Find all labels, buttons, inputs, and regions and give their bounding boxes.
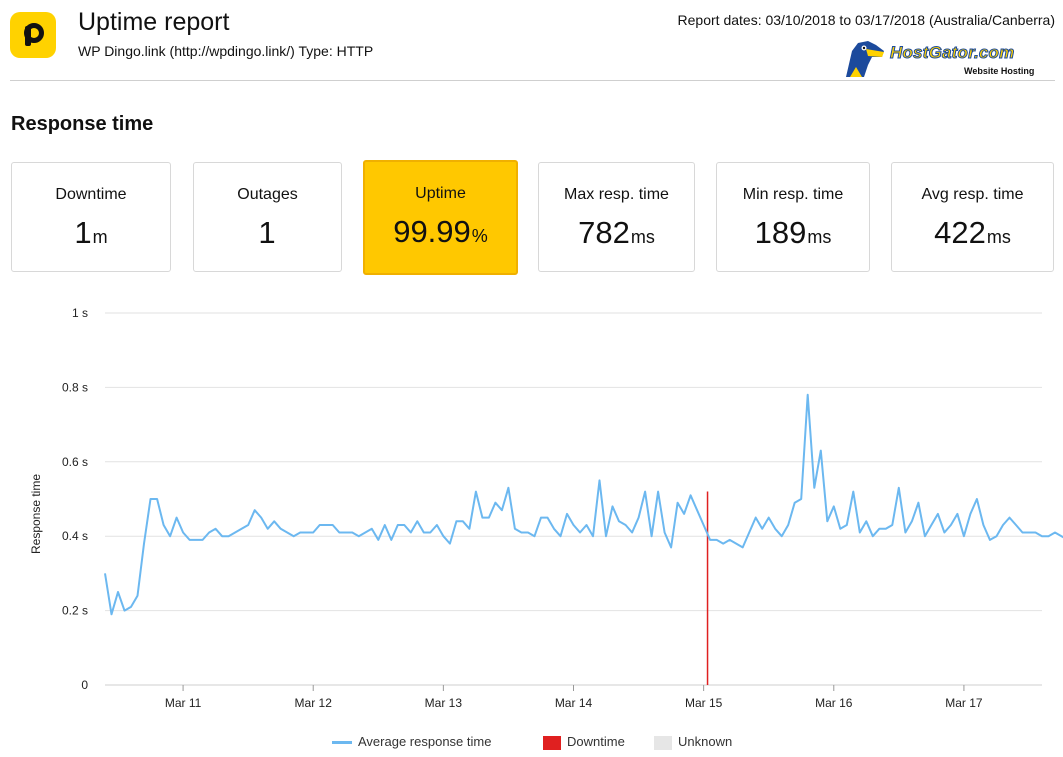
x-tick-label: Mar 11	[165, 696, 202, 710]
legend-label: Unknown	[678, 734, 733, 749]
page-title: Uptime report	[78, 8, 230, 36]
stat-label: Avg resp. time	[921, 186, 1024, 203]
legend-downtime[interactable]: Downtime	[543, 734, 625, 750]
stat-unit: ms	[630, 227, 655, 247]
x-axis-ticks: Mar 11 Mar 12 Mar 13 Mar 14 Mar 15 Mar 16 Mar …	[165, 685, 983, 710]
legend-unknown-swatch	[654, 735, 672, 750]
stat-label: Outages	[237, 186, 298, 203]
x-tick-label: Mar 16	[815, 696, 853, 710]
stat-label: Max resp. time	[564, 186, 669, 203]
section-title: Response time	[11, 113, 154, 135]
stat-card-outages: Outages 1	[193, 162, 342, 272]
gator-mascot-icon	[846, 41, 884, 77]
stat-number: 189	[754, 215, 807, 250]
stat-number: 1	[74, 215, 92, 250]
stat-card-uptime: Uptime 99.99%	[363, 160, 518, 275]
hostgator-logo: HostGator.com Website Hosting	[842, 37, 1042, 81]
stat-value: 189ms	[717, 215, 869, 251]
stat-card-min-resp-time: Min resp. time 189ms	[716, 162, 870, 272]
stat-label: Downtime	[55, 186, 127, 203]
y-tick-label: 0.6 s	[62, 455, 88, 469]
monitor-subtitle: WP Dingo.link (http://wpdingo.link/) Typ…	[78, 43, 374, 59]
legend-label: Downtime	[567, 734, 625, 749]
y-tick-label: 1 s	[72, 306, 88, 320]
stat-label: Uptime	[415, 185, 466, 202]
stat-unit: ms	[986, 227, 1011, 247]
legend-label: Average response time	[358, 734, 492, 749]
stat-unit: ms	[807, 227, 832, 247]
legend-unknown[interactable]: Unknown	[654, 734, 732, 750]
y-tick-label: 0.8 s	[62, 380, 88, 394]
stat-card-downtime: Downtime 1m	[11, 162, 171, 272]
legend-average-response-time[interactable]: Average response time	[332, 734, 491, 749]
p-logo-icon	[24, 23, 44, 46]
stat-value: 422ms	[892, 215, 1053, 251]
y-axis-label: Response time	[29, 474, 43, 554]
x-tick-label: Mar 14	[555, 696, 593, 710]
stat-card-avg-resp-time: Avg resp. time 422ms	[891, 162, 1054, 272]
stat-value: 99.99%	[365, 214, 516, 250]
x-tick-label: Mar 15	[685, 696, 723, 710]
x-tick-label: Mar 12	[295, 696, 333, 710]
stat-card-max-resp-time: Max resp. time 782ms	[538, 162, 695, 272]
stat-value: 782ms	[539, 215, 694, 251]
y-tick-label: 0.4 s	[62, 529, 88, 543]
legend-line-swatch	[332, 741, 352, 745]
stat-number: 782	[578, 215, 630, 250]
header-divider	[10, 80, 1055, 81]
x-tick-label: Mar 17	[945, 696, 983, 710]
x-tick-label: Mar 13	[425, 696, 463, 710]
response-time-chart: 00.2 s0.4 s0.6 s0.8 s1 s Mar 11 Mar 12 Mar…	[29, 306, 1063, 710]
brand-tagline: Website Hosting	[964, 66, 1035, 76]
stat-number: 1	[258, 215, 276, 250]
report-dates: Report dates: 03/10/2018 to 03/17/2018 (…	[677, 12, 1055, 28]
y-tick-label: 0	[81, 678, 88, 692]
stat-label: Min resp. time	[742, 186, 844, 203]
stat-unit: m	[92, 227, 108, 247]
series-line-average-response-time	[104, 393, 1063, 616]
brand-name: HostGator.com	[889, 43, 1015, 63]
y-axis-ticks: 0 0.2 s 0.4 s 0.6 s 0.8 s 1 s	[62, 306, 88, 692]
legend-downtime-swatch	[543, 735, 561, 750]
stat-number: 422	[934, 215, 986, 250]
stat-value: 1m	[12, 215, 170, 251]
app-logo	[10, 12, 56, 58]
stat-value: 1	[194, 215, 341, 251]
stat-number: 99.99	[393, 214, 471, 249]
stat-unit: %	[471, 226, 488, 246]
y-tick-label: 0.2 s	[62, 604, 88, 618]
